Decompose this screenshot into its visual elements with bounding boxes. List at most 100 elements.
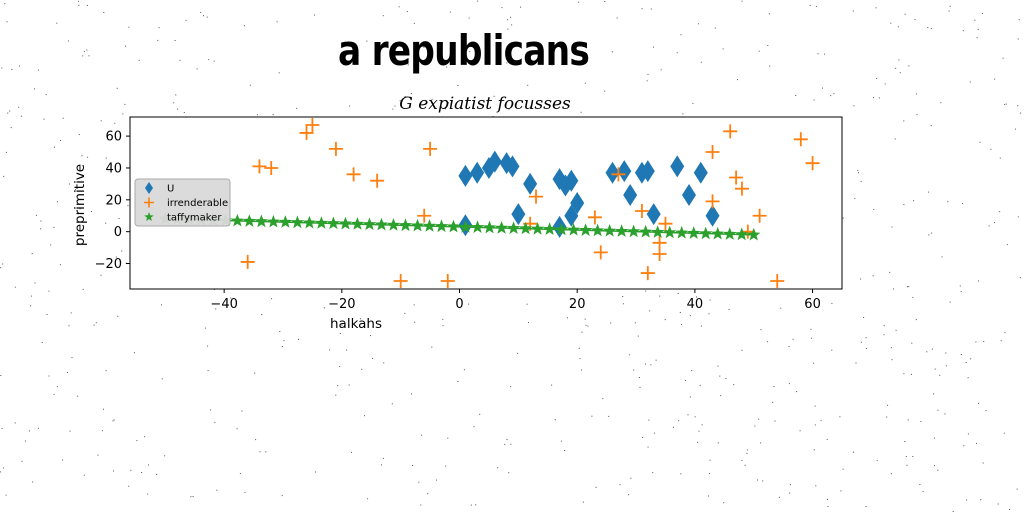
plot-background [130, 117, 842, 289]
speckle-dot [780, 308, 781, 309]
speckle-dot [423, 47, 424, 48]
speckle-dot [412, 465, 413, 466]
speckle-dot [84, 475, 85, 476]
speckle-dot [436, 480, 437, 481]
speckle-dot [843, 218, 844, 219]
speckle-dot [237, 428, 238, 429]
speckle-dot [241, 411, 242, 412]
speckle-dot [709, 313, 710, 314]
speckle-dot [361, 369, 362, 370]
speckle-dot [891, 473, 892, 474]
speckle-dot [754, 426, 755, 427]
x-tick-label: 40 [687, 297, 704, 312]
speckle-dot [698, 431, 699, 432]
speckle-dot [747, 453, 748, 454]
speckle-dot [40, 221, 41, 222]
speckle-dot [949, 11, 950, 12]
speckle-dot [11, 69, 12, 70]
speckle-dot [879, 97, 880, 98]
speckle-dot [692, 103, 693, 104]
speckle-dot [1017, 105, 1018, 106]
speckle-dot [298, 339, 299, 340]
speckle-dot [468, 304, 469, 305]
speckle-dot [681, 324, 682, 325]
speckle-dot [173, 102, 174, 103]
speckle-dot [184, 112, 185, 113]
speckle-dot [916, 319, 917, 320]
speckle-dot [471, 505, 472, 506]
speckle-dot [510, 386, 511, 387]
speckle-dot [861, 342, 862, 343]
speckle-dot [504, 444, 505, 445]
speckle-dot [779, 497, 780, 498]
y-tick-label: 0 [114, 225, 122, 240]
x-tick-label: −20 [328, 297, 355, 312]
speckle-dot [22, 461, 23, 462]
speckle-dot [527, 85, 528, 86]
speckle-dot [978, 29, 979, 30]
speckle-dot [697, 442, 698, 443]
speckle-dot [928, 234, 929, 235]
chart-title: G expiatist focusses [399, 94, 571, 114]
speckle-dot [873, 209, 874, 210]
speckle-dot [1007, 244, 1008, 245]
speckle-dot [414, 322, 415, 323]
speckle-dot [940, 102, 941, 103]
speckle-dot [989, 225, 990, 226]
speckle-dot [769, 66, 770, 67]
speckle-dot [208, 59, 209, 60]
speckle-dot [866, 348, 867, 349]
speckle-dot [147, 494, 148, 495]
speckle-dot [56, 23, 57, 24]
speckle-dot [889, 272, 890, 273]
speckle-dot [177, 109, 178, 110]
speckle-dot [858, 172, 859, 173]
speckle-dot [977, 37, 978, 38]
speckle-dot [15, 287, 16, 288]
speckle-dot [831, 303, 832, 304]
speckle-dot [450, 12, 451, 13]
speckle-dot [907, 465, 908, 466]
speckle-dot [335, 395, 336, 396]
speckle-dot [277, 21, 278, 22]
speckle-dot [701, 326, 702, 327]
speckle-dot [101, 275, 102, 276]
speckle-dot [767, 45, 768, 46]
speckle-dot [986, 410, 987, 411]
x-tick-label: 0 [455, 297, 463, 312]
speckle-dot [840, 490, 841, 491]
speckle-dot [42, 342, 43, 343]
speckle-dot [102, 430, 103, 431]
speckle-dot [11, 127, 12, 128]
speckle-dot [578, 2, 579, 3]
speckle-dot [407, 11, 408, 12]
speckle-dot [551, 385, 552, 386]
speckle-dot [983, 341, 984, 342]
speckle-dot [645, 364, 646, 365]
speckle-dot [795, 95, 796, 96]
speckle-dot [507, 29, 508, 30]
speckle-dot [942, 256, 943, 257]
speckle-dot [905, 14, 906, 15]
speckle-dot [747, 450, 748, 451]
speckle-dot [596, 487, 597, 488]
speckle-dot [364, 415, 365, 416]
speckle-dot [157, 40, 158, 41]
speckle-dot [57, 386, 58, 387]
speckle-dot [886, 417, 887, 418]
speckle-dot [1017, 489, 1018, 490]
speckle-dot [351, 452, 352, 453]
speckle-dot [38, 70, 39, 71]
speckle-dot [685, 380, 686, 381]
speckle-dot [831, 350, 832, 351]
speckle-dot [1015, 129, 1016, 130]
speckle-dot [339, 366, 340, 367]
speckle-dot [907, 286, 908, 287]
speckle-dot [1020, 277, 1021, 278]
speckle-dot [937, 470, 938, 471]
speckle-dot [962, 203, 963, 204]
speckle-dot [659, 296, 660, 297]
speckle-dot [117, 316, 118, 317]
speckle-dot [119, 218, 120, 219]
speckle-dot [816, 6, 817, 7]
